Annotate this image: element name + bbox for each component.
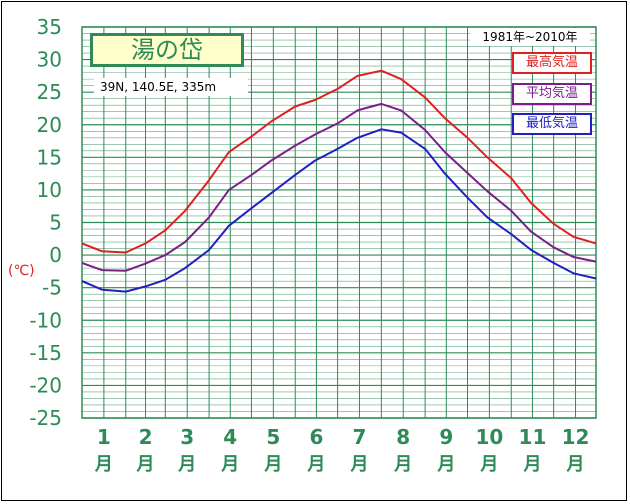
x-tick-month-number: 5 xyxy=(266,425,280,449)
y-tick-label: 35 xyxy=(37,15,62,39)
y-tick-label: 25 xyxy=(37,80,62,104)
x-tick-month-suffix: 月 xyxy=(136,454,155,475)
y-tick-label: 5 xyxy=(49,211,62,235)
x-tick-month-suffix: 月 xyxy=(349,454,368,475)
x-tick-month-suffix: 月 xyxy=(436,454,455,475)
y-tick-label: -15 xyxy=(29,341,62,365)
legend-avg-temp: 平均気温 xyxy=(512,83,592,105)
x-tick-month-number: 6 xyxy=(309,425,323,449)
avg-temp-line xyxy=(81,102,597,272)
y-axis-label: (℃) xyxy=(8,263,35,279)
x-tick-month-number: 4 xyxy=(223,425,237,449)
x-tick-month-suffix: 月 xyxy=(479,454,498,475)
min-temp-line xyxy=(81,128,597,293)
x-tick-month-number: 9 xyxy=(439,425,453,449)
x-tick-month-suffix: 月 xyxy=(522,454,541,475)
x-tick-month-suffix: 月 xyxy=(263,454,282,475)
x-tick-month-suffix: 月 xyxy=(306,454,325,475)
y-tick-label: 20 xyxy=(37,113,62,137)
legend-max-temp: 最高気温 xyxy=(512,52,592,74)
data-period: 1981年~2010年 xyxy=(470,28,590,46)
plot-area-border xyxy=(81,26,597,419)
x-tick-month-number: 12 xyxy=(562,425,590,449)
y-tick-label: -25 xyxy=(29,406,62,430)
x-tick-month-number: 10 xyxy=(475,425,503,449)
y-tick-label: 30 xyxy=(37,48,62,72)
x-tick-month-suffix: 月 xyxy=(393,454,412,475)
x-tick-month-suffix: 月 xyxy=(177,454,196,475)
y-tick-label: 0 xyxy=(49,243,62,267)
x-tick-month-number: 8 xyxy=(396,425,410,449)
x-tick-month-suffix: 月 xyxy=(94,454,113,475)
y-tick-label: -10 xyxy=(29,308,62,332)
x-tick-month-number: 1 xyxy=(97,425,111,449)
x-tick-month-suffix: 月 xyxy=(566,454,585,475)
chart-title: 湯の岱 xyxy=(90,33,244,67)
y-tick-label: 10 xyxy=(37,178,62,202)
x-tick-month-number: 2 xyxy=(139,425,153,449)
max-temp-line xyxy=(81,69,597,254)
y-tick-label: 15 xyxy=(37,145,62,169)
x-tick-month-number: 3 xyxy=(180,425,194,449)
y-tick-label: -5 xyxy=(42,276,62,300)
x-tick-month-suffix: 月 xyxy=(220,454,239,475)
legend-min-temp: 最低気温 xyxy=(512,113,592,135)
x-tick-month-number: 11 xyxy=(519,425,547,449)
x-tick-month-number: 7 xyxy=(353,425,367,449)
station-coordinates: 39N, 140.5E, 335m xyxy=(94,78,248,96)
y-tick-label: -20 xyxy=(29,373,62,397)
